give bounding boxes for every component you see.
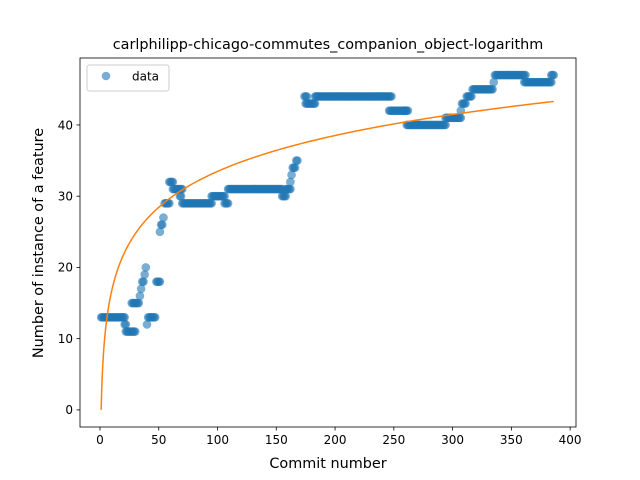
x-tick-label: 400 bbox=[559, 433, 582, 447]
data-point bbox=[155, 277, 165, 286]
data-point bbox=[403, 106, 413, 116]
data-point bbox=[150, 313, 160, 322]
data-point bbox=[547, 77, 556, 87]
data-series-points bbox=[96, 70, 558, 336]
data-point bbox=[286, 177, 295, 187]
data-point bbox=[142, 320, 152, 329]
data-point bbox=[287, 170, 296, 180]
data-point bbox=[121, 320, 131, 329]
data-point bbox=[135, 291, 145, 301]
x-tick-label: 300 bbox=[441, 433, 464, 447]
data-point bbox=[139, 277, 148, 286]
chart-title: carlphilipp-chicago-commutes_companion_o… bbox=[113, 37, 544, 53]
y-tick-label: 0 bbox=[65, 403, 73, 417]
legend: data bbox=[86, 64, 170, 92]
fit-line bbox=[100, 100, 554, 410]
data-point bbox=[223, 199, 233, 208]
data-point bbox=[140, 270, 149, 279]
data-point bbox=[207, 199, 216, 208]
x-tick-label: 100 bbox=[206, 433, 229, 447]
data-point bbox=[488, 85, 497, 94]
data-point bbox=[441, 120, 450, 130]
data-point bbox=[293, 156, 302, 165]
y-axis-label: Number of instance of a feature bbox=[31, 128, 47, 358]
data-point bbox=[467, 92, 476, 101]
legend-marker bbox=[101, 71, 111, 81]
data-point bbox=[141, 263, 151, 272]
data-point bbox=[290, 163, 300, 172]
data-point bbox=[302, 92, 312, 101]
data-point bbox=[387, 92, 396, 101]
data-point bbox=[521, 70, 530, 80]
axes-frame bbox=[79, 57, 577, 428]
legend-label: data bbox=[132, 70, 159, 84]
data-point bbox=[489, 77, 499, 87]
y-tick-label: 40 bbox=[58, 118, 73, 132]
x-tick-label: 50 bbox=[151, 433, 166, 447]
y-tick-label: 10 bbox=[58, 332, 73, 346]
data-point bbox=[176, 191, 186, 201]
y-tick-label: 20 bbox=[58, 261, 73, 275]
data-point bbox=[130, 327, 140, 336]
data-point bbox=[136, 284, 146, 294]
x-tick-label: 350 bbox=[500, 433, 523, 447]
plot-area: 0 50 100 150 200 250 300 350 400 0 10 20 30 40 data bbox=[58, 57, 582, 447]
data-point bbox=[159, 213, 168, 222]
x-tick-label: 0 bbox=[96, 433, 104, 447]
data-point bbox=[157, 220, 167, 229]
data-point bbox=[155, 227, 165, 237]
data-point bbox=[134, 298, 144, 308]
data-point bbox=[120, 313, 129, 322]
data-point bbox=[310, 99, 320, 108]
data-point bbox=[461, 99, 470, 108]
data-point bbox=[456, 113, 466, 123]
data-point bbox=[281, 191, 290, 201]
x-tick-label: 200 bbox=[324, 433, 347, 447]
y-tick-label: 30 bbox=[58, 189, 73, 203]
data-point bbox=[549, 70, 558, 80]
data-point bbox=[168, 177, 178, 187]
x-axis-label: Commit number bbox=[269, 456, 386, 472]
data-point bbox=[286, 184, 295, 194]
legend-box bbox=[86, 64, 170, 92]
x-tick-label: 150 bbox=[265, 433, 288, 447]
x-tick-label: 250 bbox=[382, 433, 405, 447]
data-point bbox=[220, 191, 229, 201]
